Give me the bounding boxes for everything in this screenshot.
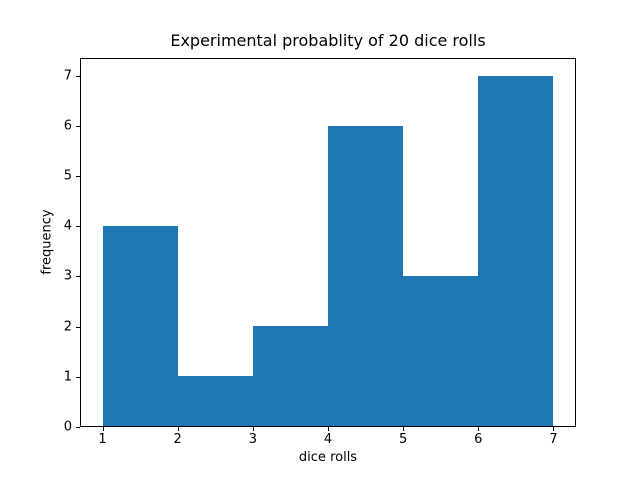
x-tick-label: 4 bbox=[323, 432, 333, 447]
plot-area bbox=[80, 58, 576, 427]
histogram-bar bbox=[328, 126, 403, 426]
histogram-bar bbox=[477, 76, 553, 426]
x-tick-mark bbox=[478, 427, 480, 431]
y-axis-label: frequency bbox=[39, 209, 55, 275]
x-tick-mark bbox=[328, 427, 329, 431]
x-tick-mark bbox=[252, 427, 254, 431]
x-tick-label: 7 bbox=[549, 432, 558, 447]
histogram-bar bbox=[253, 326, 328, 426]
y-tick-label: 4 bbox=[63, 218, 72, 234]
y-tick-label: 6 bbox=[63, 118, 72, 134]
x-tick-label: 6 bbox=[474, 432, 483, 447]
x-tick-label: 5 bbox=[399, 432, 408, 447]
y-tick-label: 0 bbox=[63, 419, 72, 435]
x-axis-label: dice rolls bbox=[298, 450, 358, 465]
x-tick-mark bbox=[177, 427, 179, 431]
y-tick-label: 1 bbox=[63, 369, 72, 385]
y-tick-mark bbox=[76, 326, 80, 328]
x-tick-mark bbox=[553, 427, 555, 431]
x-tick-mark bbox=[403, 427, 405, 431]
y-tick-mark bbox=[76, 276, 80, 278]
y-tick-mark bbox=[76, 75, 80, 77]
y-tick-label: 5 bbox=[63, 168, 72, 184]
y-tick-label: 7 bbox=[63, 68, 72, 84]
y-tick-mark bbox=[76, 175, 80, 177]
histogram-bar bbox=[103, 226, 179, 426]
x-tick-label: 3 bbox=[248, 432, 257, 447]
y-tick-mark bbox=[76, 376, 80, 378]
y-tick-mark bbox=[76, 226, 80, 228]
chart-title: Experimental probablity of 20 dice rolls bbox=[170, 31, 486, 50]
y-tick-label: 2 bbox=[63, 319, 72, 335]
x-tick-label: 1 bbox=[98, 432, 107, 447]
y-tick-mark bbox=[76, 125, 80, 127]
y-tick-label: 3 bbox=[63, 268, 72, 284]
histogram-bar bbox=[402, 276, 478, 426]
x-tick-label: 2 bbox=[173, 432, 182, 447]
histogram-bar bbox=[178, 376, 254, 426]
y-tick-mark bbox=[76, 427, 80, 428]
x-tick-mark bbox=[102, 427, 104, 431]
